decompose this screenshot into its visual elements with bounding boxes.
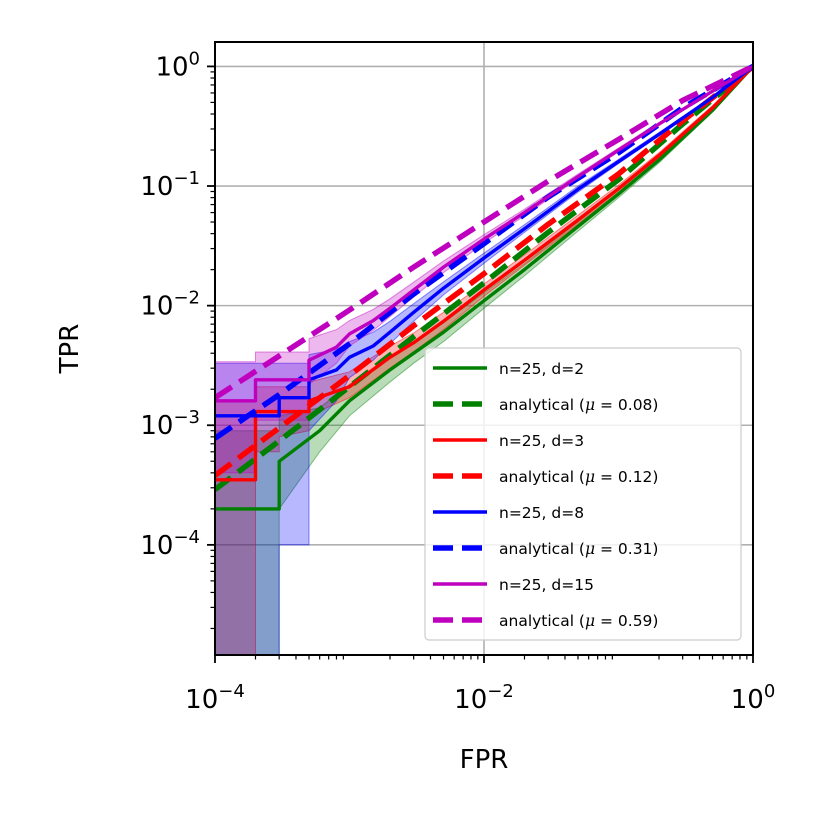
legend-label-0: n=25, d=2 (499, 360, 584, 378)
x-tick-label-0: 10−4 (185, 681, 245, 715)
y-tick-label-0: 100 (155, 48, 200, 82)
x-axis-label: FPR (460, 745, 509, 775)
y-tick-label-4: 10−4 (140, 527, 200, 561)
legend-label-2: n=25, d=3 (499, 432, 584, 450)
x-tick-label-2: 100 (731, 681, 776, 715)
dashed-line-series-1 (215, 64, 753, 492)
dashed-line-series-5 (215, 64, 753, 441)
legend-label-1: analytical (μ = 0.08) (499, 396, 658, 414)
y-tick-label-2: 10−2 (140, 288, 200, 322)
tick-labels: 10−4 10−2 100 100 10−1 10−2 10−3 10−4 (140, 48, 775, 715)
solid-line-series-2 (215, 65, 753, 482)
solid-line-series-4 (215, 65, 753, 418)
legend-label-3: analytical (μ = 0.12) (499, 468, 658, 486)
solid-line-series-6 (215, 64, 753, 403)
dashed-line-series-7 (215, 63, 753, 401)
legend-label-5: analytical (μ = 0.31) (499, 540, 658, 558)
y-tick-label-1: 10−1 (140, 168, 200, 202)
dashed-line-series-3 (215, 64, 753, 478)
axes (207, 41, 754, 663)
legend-label-6: n=25, d=15 (499, 576, 594, 594)
legend-label-4: n=25, d=8 (499, 504, 584, 522)
y-axis-label: TPR (55, 324, 85, 375)
legend: n=25, d=2 analytical (μ = 0.08) n=25, d=3 a… (424, 347, 742, 641)
legend-label-7: analytical (μ = 0.59) (499, 612, 658, 630)
solid-line-series-0 (215, 65, 753, 511)
x-tick-label-1: 10−2 (454, 681, 514, 715)
y-tick-label-3: 10−3 (140, 407, 200, 441)
legend-box (424, 347, 742, 641)
series-lines (215, 63, 753, 511)
